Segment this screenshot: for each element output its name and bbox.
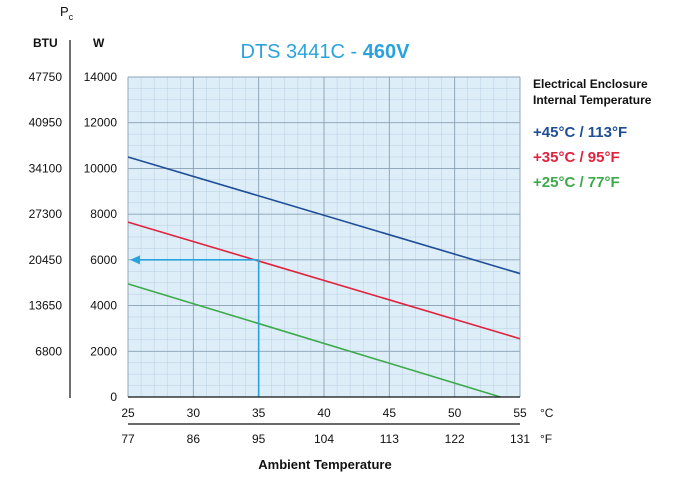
fahrenheit-tick-label: 131 xyxy=(510,432,530,446)
btu-tick-label: 47750 xyxy=(29,70,63,84)
chart-title-main: DTS 3441C - xyxy=(241,41,363,63)
fahrenheit-tick-label: 95 xyxy=(252,432,266,446)
series-line-2 xyxy=(127,283,501,398)
w-tick-label: 8000 xyxy=(90,207,117,221)
w-unit-label: W xyxy=(93,36,105,50)
fahrenheit-tick-label: 86 xyxy=(187,432,201,446)
celsius-tick-label: 55 xyxy=(513,406,527,420)
x-axis-label: Ambient Temperature xyxy=(258,457,391,472)
w-tick-label: 4000 xyxy=(90,299,117,313)
celsius-unit: °C xyxy=(540,406,554,420)
legend-heading-line1: Electrical Enclosure xyxy=(533,77,648,91)
celsius-tick-label: 50 xyxy=(448,406,462,420)
celsius-tick-label: 30 xyxy=(187,406,201,420)
series-line-1 xyxy=(127,221,521,340)
fahrenheit-tick-label: 77 xyxy=(121,432,135,446)
plot-area xyxy=(127,76,521,398)
celsius-tick-label: 25 xyxy=(121,406,135,420)
legend-heading-line2: Internal Temperature xyxy=(533,93,652,107)
celsius-tick-label: 40 xyxy=(317,406,331,420)
w-tick-label: 2000 xyxy=(90,344,117,358)
btu-unit-label: BTU xyxy=(33,36,58,50)
guide-arrowhead xyxy=(130,255,140,265)
w-tick-label: 0 xyxy=(110,390,117,404)
btu-tick-label: 34100 xyxy=(29,161,63,175)
btu-tick-label: 20450 xyxy=(29,253,63,267)
w-tick-label: 10000 xyxy=(84,161,118,175)
w-tick-label: 12000 xyxy=(84,116,118,130)
w-tick-label: 6000 xyxy=(90,253,117,267)
btu-tick-label: 27300 xyxy=(29,207,63,221)
fahrenheit-tick-label: 104 xyxy=(314,432,334,446)
btu-tick-label: 6800 xyxy=(35,344,62,358)
btu-tick-label: 13650 xyxy=(29,299,63,313)
legend-entry-25c: +25°C / 77°F xyxy=(533,174,620,191)
celsius-tick-label: 35 xyxy=(252,406,266,420)
btu-tick-label: 40950 xyxy=(29,116,63,130)
series-line-0 xyxy=(127,156,521,275)
y-axis-symbol: Pc xyxy=(60,4,74,22)
chart-title-voltage: 460V xyxy=(363,41,410,63)
y-axis-symbol-subscript: c xyxy=(69,12,74,22)
celsius-tick-label: 45 xyxy=(383,406,397,420)
legend-entry-45c: +45°C / 113°F xyxy=(533,124,627,141)
fahrenheit-unit: °F xyxy=(540,432,552,446)
w-tick-label: 14000 xyxy=(84,70,118,84)
fahrenheit-tick-label: 113 xyxy=(380,432,399,446)
chart-title: DTS 3441C - 460V xyxy=(241,41,411,63)
legend-entry-35c: +35°C / 95°F xyxy=(533,149,620,166)
fahrenheit-tick-label: 122 xyxy=(445,432,465,446)
